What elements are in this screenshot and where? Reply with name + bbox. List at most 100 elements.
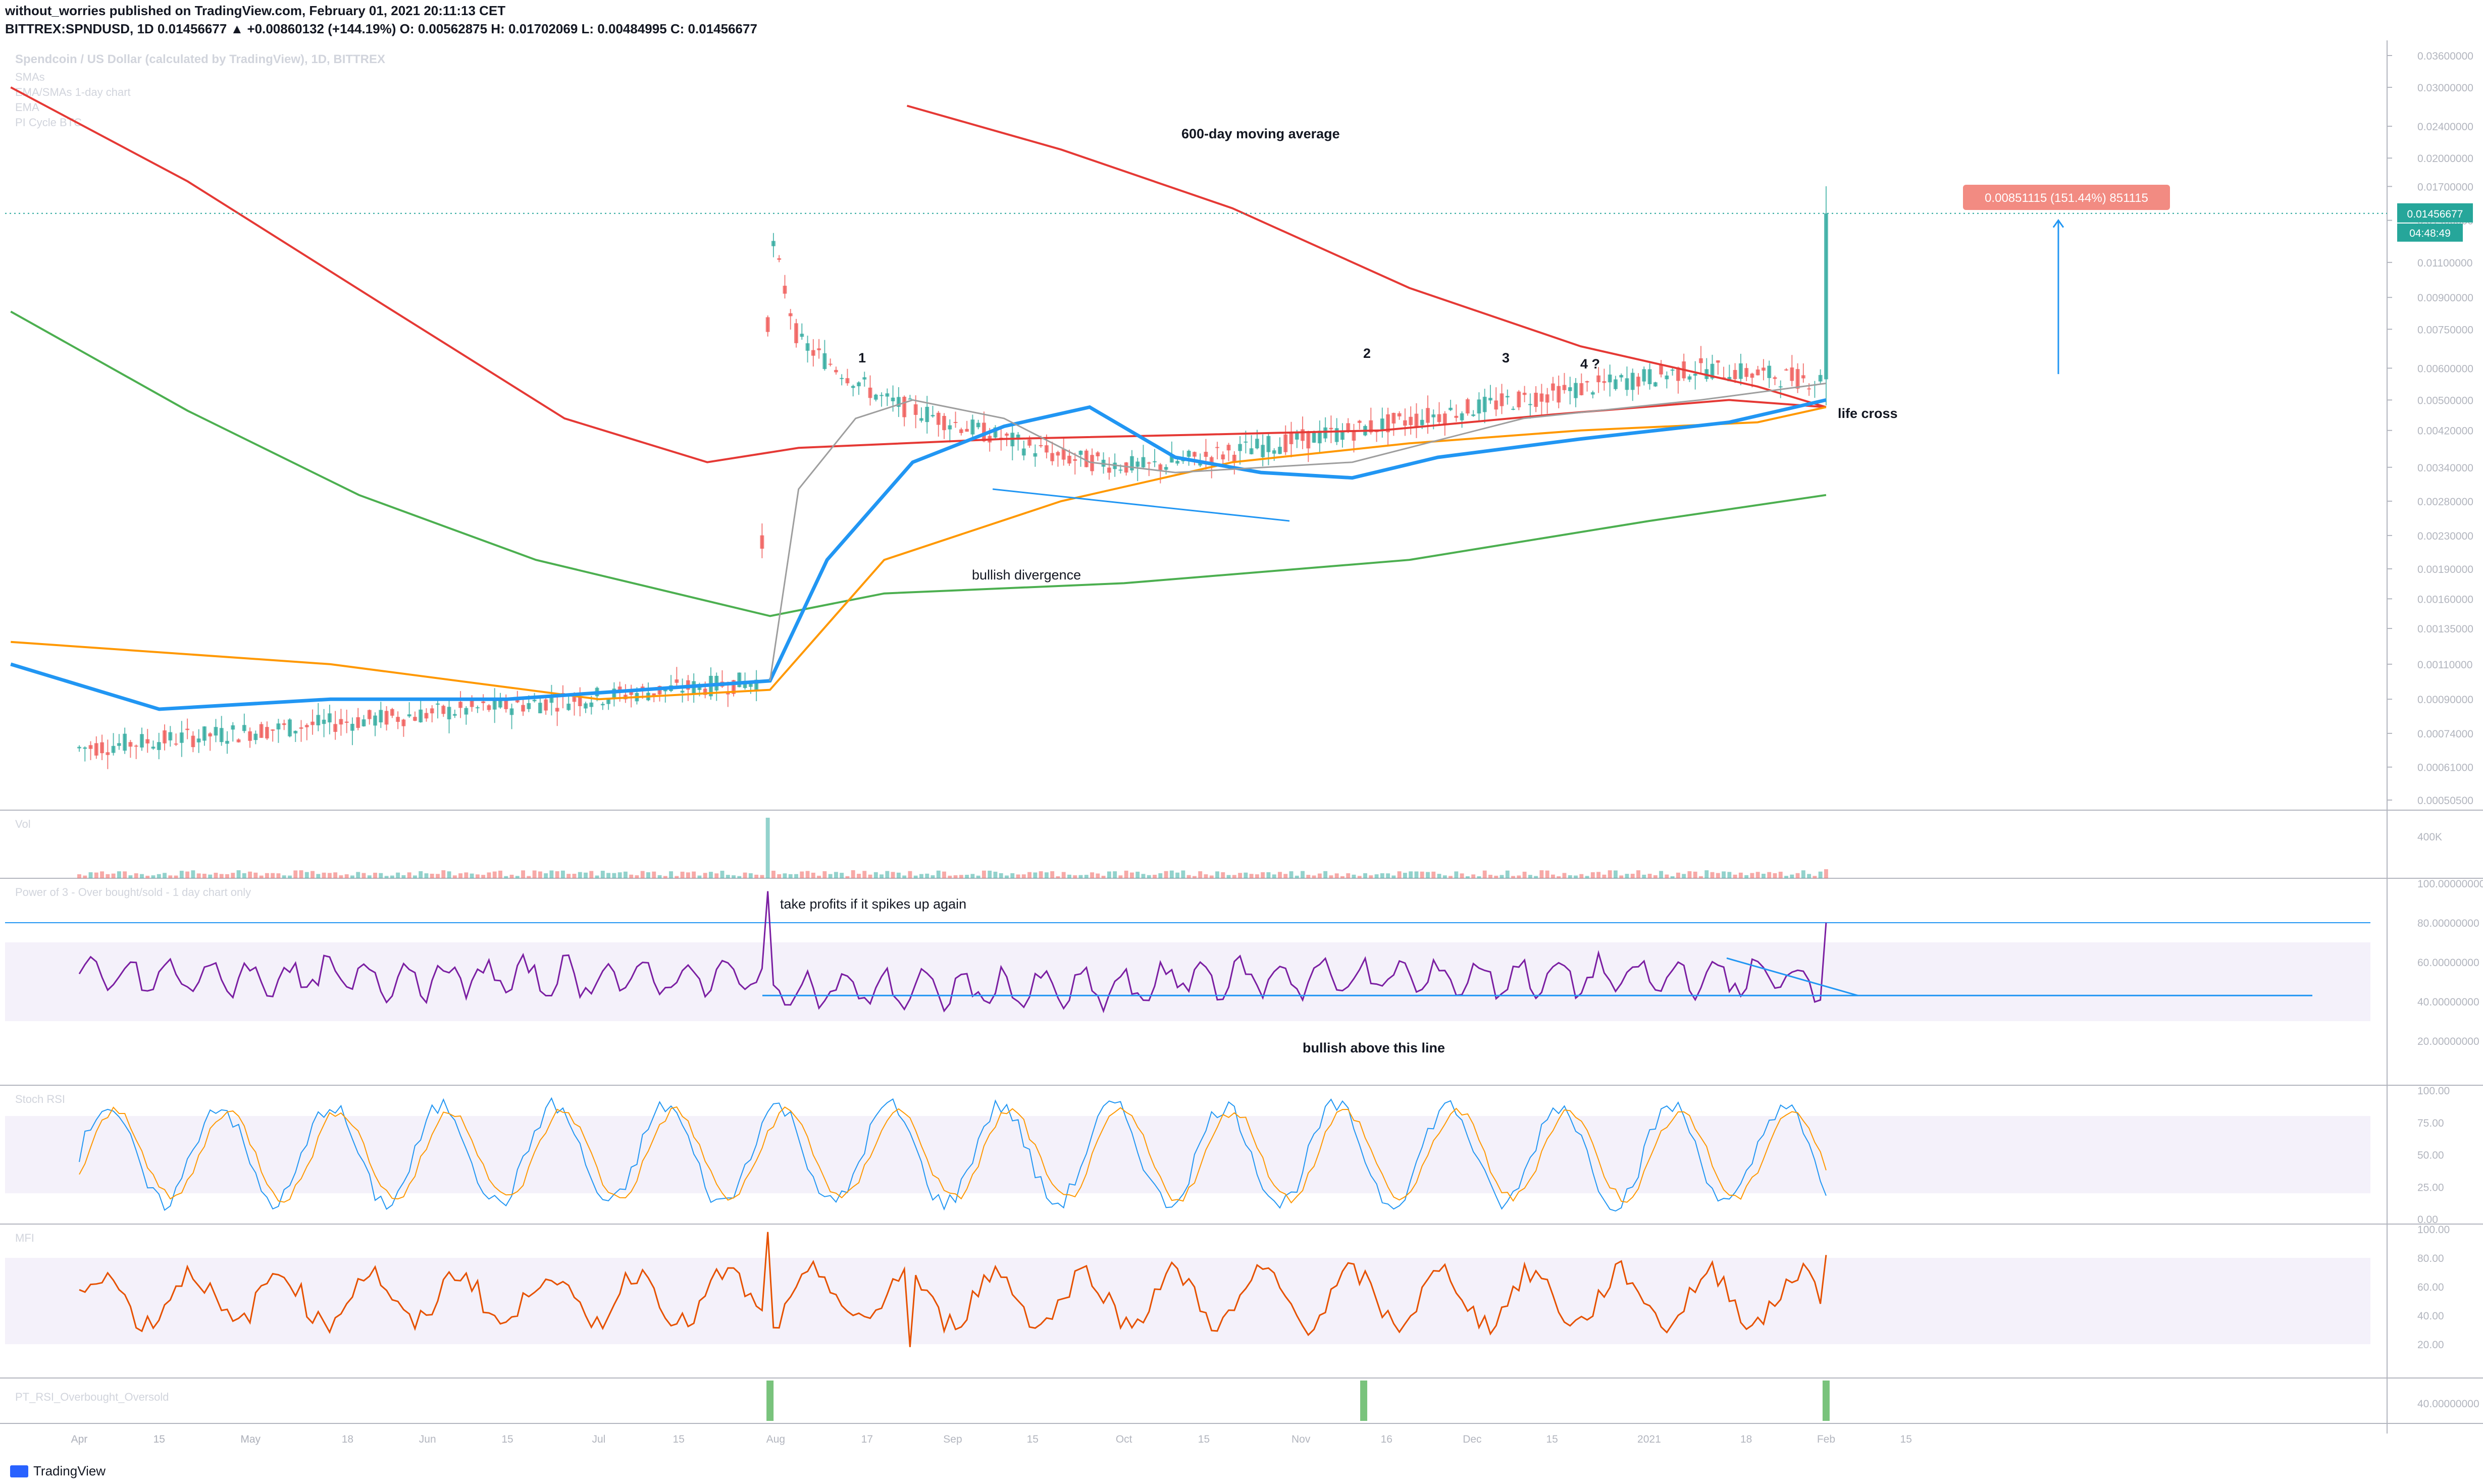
price-tick-label: 0.02400000 — [2417, 121, 2473, 133]
volume-bar — [1767, 872, 1772, 878]
volume-bar — [942, 871, 946, 878]
candle-body — [936, 412, 941, 425]
volume-bar — [572, 874, 577, 878]
volume-bar — [1630, 874, 1635, 878]
volume-bar — [373, 872, 377, 878]
volume-bar — [771, 870, 775, 878]
volume-bar — [953, 875, 958, 878]
candle-body — [1738, 363, 1743, 379]
candle-body — [737, 672, 742, 687]
price-tick-label: 0.00500000 — [2417, 395, 2473, 406]
volume-bar — [1169, 870, 1174, 878]
volume-bar — [1551, 874, 1555, 878]
chart-header: without_worries published on TradingView… — [0, 0, 2483, 40]
candle-body — [1477, 399, 1481, 414]
candle-body — [652, 693, 656, 696]
candle-body — [196, 738, 201, 743]
candle-body — [339, 719, 343, 725]
candle-body — [1261, 445, 1265, 457]
candle-body — [840, 378, 844, 379]
time-tick-label: Aug — [766, 1434, 785, 1445]
candle-body — [891, 397, 895, 401]
chart-background — [0, 40, 2483, 1434]
volume-bar — [828, 874, 833, 878]
volume-bar — [1261, 872, 1265, 878]
volume-bar — [1141, 874, 1146, 878]
candle-body — [77, 747, 81, 749]
candle-body — [1164, 467, 1168, 470]
volume-bar — [464, 872, 469, 878]
power-of-3-tick-label: 100.00000000 — [2417, 878, 2483, 890]
candle-body — [487, 705, 491, 710]
volume-bar — [1642, 874, 1646, 878]
volume-bar — [436, 874, 440, 878]
volume-bar — [817, 875, 821, 878]
candle-body — [412, 717, 417, 721]
volume-bar — [1585, 876, 1589, 878]
candle-body — [845, 378, 850, 384]
volume-bar — [316, 874, 321, 878]
volume-bar — [1517, 875, 1521, 878]
volume-bar — [123, 871, 127, 878]
volume-bar — [1505, 870, 1510, 878]
volume-bar — [265, 873, 269, 878]
volume-bar — [1409, 871, 1413, 878]
candle-body — [1431, 414, 1436, 417]
measure-label: 0.00851115 (151.44%) 851115 — [1985, 191, 2148, 205]
volume-bar — [1215, 871, 1219, 878]
volume-bar — [1352, 874, 1356, 878]
annotation-life-cross: life cross — [1838, 406, 1898, 421]
volume-bar — [1061, 872, 1066, 878]
candle-body — [271, 729, 275, 731]
volume-bar — [880, 874, 884, 878]
volume-bar — [1602, 874, 1607, 878]
volume-bar — [322, 872, 326, 878]
candle-body — [83, 747, 87, 749]
volume-bar — [1084, 875, 1089, 878]
volume-bar — [783, 873, 787, 878]
candle-body — [407, 714, 411, 717]
candle-body — [1027, 439, 1032, 446]
candle-body — [1244, 441, 1248, 443]
volume-bar — [527, 876, 531, 878]
candle-body — [1192, 452, 1197, 457]
candle-body — [606, 699, 611, 704]
price-tick-label: 0.01700000 — [2417, 181, 2473, 193]
candle-body — [788, 313, 793, 316]
volume-bar — [1813, 876, 1817, 878]
volume-bar — [1363, 873, 1367, 878]
volume-bar — [1147, 875, 1151, 878]
price-tick-label: 0.00061000 — [2417, 762, 2473, 774]
power-of-3-tick-label: 20.00000000 — [2417, 1036, 2479, 1047]
volume-bar — [447, 871, 451, 878]
candle-body — [492, 698, 497, 710]
volume-bar — [1818, 871, 1823, 878]
volume-bar — [111, 873, 116, 878]
candle-body — [1255, 439, 1259, 449]
volume-bar — [1369, 875, 1373, 878]
volume-bar — [1693, 871, 1697, 878]
candle-body — [1733, 369, 1737, 380]
volume-bar — [1283, 874, 1288, 878]
candle-body — [157, 742, 161, 750]
pt-rsi-title: PT_RSI_Overbought_Oversold — [15, 1391, 169, 1403]
candle-body — [1033, 453, 1038, 457]
volume-bar — [617, 872, 622, 878]
volume-bar — [1221, 872, 1225, 878]
volume-bar — [1722, 871, 1726, 878]
volume-bar — [293, 870, 298, 878]
candle-body — [1329, 428, 1333, 430]
sma-gray-line — [769, 383, 1827, 681]
candle-body — [1118, 469, 1123, 471]
volume-bar — [1534, 876, 1538, 878]
time-tick-label: 15 — [1546, 1434, 1558, 1445]
candle-body — [1409, 416, 1413, 426]
stoch-rsi-tick-label: 100.00 — [2417, 1085, 2450, 1097]
candle-body — [481, 701, 486, 703]
volume-bar — [134, 873, 138, 878]
candle-body — [1687, 376, 1692, 380]
last-price-badge: 0.01456677 — [2407, 208, 2463, 220]
candle-body — [1056, 452, 1060, 456]
candle-body — [163, 730, 167, 744]
